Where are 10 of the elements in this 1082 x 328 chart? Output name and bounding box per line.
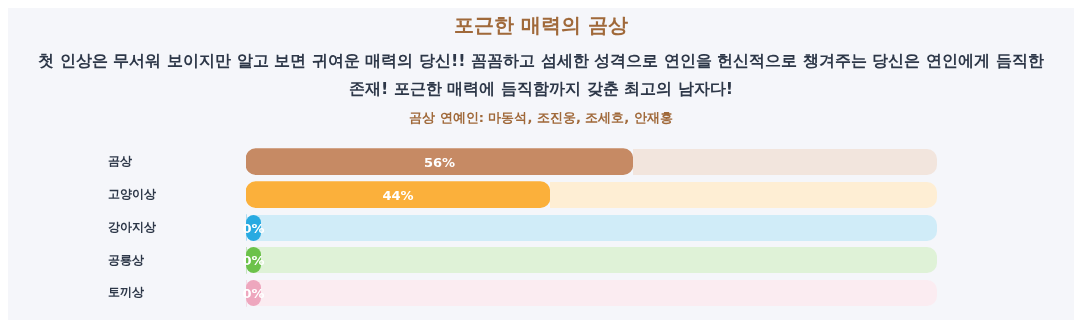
y-tick-label: 토끼상 — [108, 285, 144, 300]
y-tick-label: 고양이상 — [108, 186, 156, 201]
text: 곰상 연예인: 마동석, 조진웅, 조세호, 안재홍 — [408, 109, 674, 127]
y-tick-label: 공룡상 — [108, 252, 144, 267]
chart-title: 포근한 매력의 곰상 — [453, 12, 629, 39]
y-tick-label: 곰상 — [108, 153, 132, 168]
y-tick-label: 강아지상 — [108, 219, 156, 234]
chart-subtitle: 첫 인상은 무서워 보이지만 알고 보면 귀여운 매력의 당신!! 꼼꼼하고 섬세한 성격으로 연인을 헌신적으로 챙겨주는 당신은 연인에게 듬직한 존재! 포근한 매력에 듬직함까지 갖춘 최고의 남자다! — [37, 50, 1045, 100]
data-label: 56% — [423, 154, 456, 170]
data-label: 44% — [382, 187, 414, 203]
